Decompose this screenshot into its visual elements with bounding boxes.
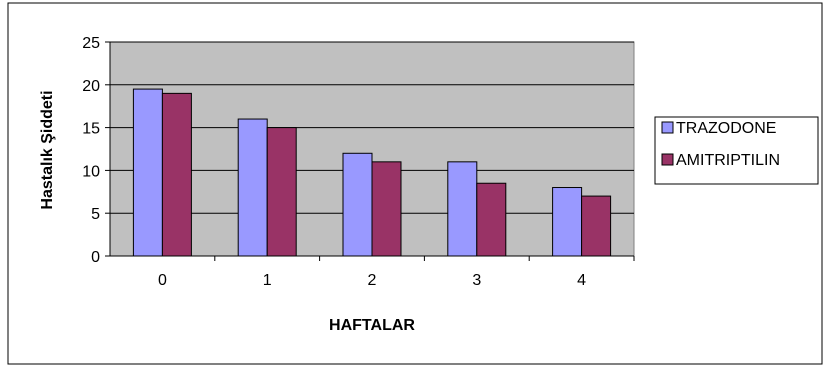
bar-amitriptilin — [266, 127, 297, 257]
bar-trazodone — [447, 161, 478, 257]
x-tick-label: 4 — [577, 272, 586, 289]
x-tick-label: 0 — [158, 272, 167, 289]
legend — [654, 116, 819, 185]
y-axis-title: Hastalık Şiddeti — [39, 90, 56, 209]
bar-amitriptilin — [581, 195, 612, 257]
bar-trazodone — [342, 152, 373, 257]
bars — [132, 88, 612, 257]
y-tick-label: 25 — [82, 35, 100, 52]
bar-trazodone — [237, 118, 268, 257]
bar-amitriptilin — [476, 182, 507, 257]
bar-trazodone — [552, 187, 583, 257]
bar-trazodone — [132, 88, 163, 257]
legend-items: TRAZODONE AMITRIPTILIN — [661, 120, 780, 169]
x-tick-label: 3 — [472, 272, 481, 289]
y-tick-label: 0 — [91, 249, 100, 266]
x-axis-ticks: 0 1 2 3 4 — [158, 256, 635, 289]
legend-label-trazodone: TRAZODONE — [676, 120, 776, 137]
y-tick-label: 10 — [82, 163, 100, 180]
x-tick-label: 2 — [368, 272, 377, 289]
y-tick-label: 20 — [82, 78, 100, 95]
y-axis-ticks: 0 5 10 15 20 25 — [82, 35, 110, 266]
y-tick-label: 15 — [82, 121, 100, 138]
x-tick-label: 1 — [263, 272, 272, 289]
bar-amitriptilin — [371, 161, 402, 257]
legend-label-amitriptilin: AMITRIPTILIN — [676, 152, 780, 169]
legend-swatch-trazodone — [661, 121, 674, 134]
y-tick-label: 5 — [91, 206, 100, 223]
bar-amitriptilin — [161, 92, 192, 257]
x-axis-title: HAFTALAR — [329, 317, 415, 334]
legend-swatch-amitriptilin — [661, 153, 674, 166]
